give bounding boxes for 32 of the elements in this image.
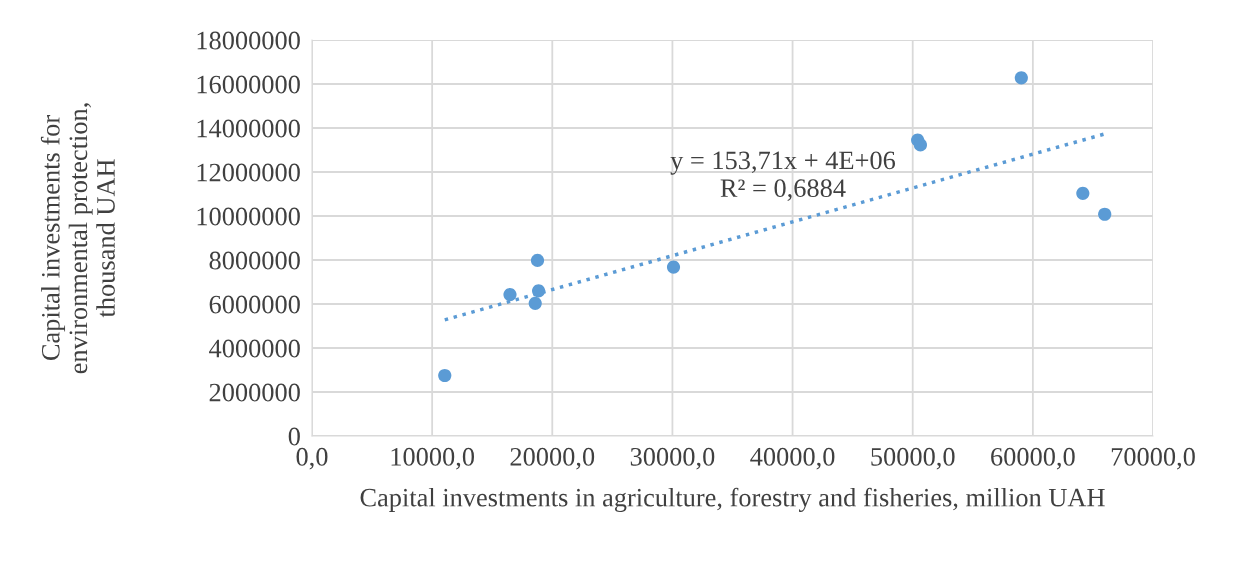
y-axis-title: Capital investments for environmental protection, thousand UAH <box>40 103 115 374</box>
x-tick-label: 10000,0 <box>391 447 475 470</box>
point <box>438 368 452 383</box>
x-tick-label: 70000,0 <box>1111 447 1195 470</box>
x-axis-title: Capital investments in agriculture, forestry and fisheries, million UAH <box>360 487 1105 512</box>
point <box>503 287 517 302</box>
x-tick-label: 20000,0 <box>510 447 595 470</box>
x-tick-label: 40000,0 <box>750 447 835 470</box>
point <box>1098 207 1112 221</box>
y-tick-label: 10000000 <box>197 207 300 226</box>
point <box>530 253 545 268</box>
x-tick-label: 60000,0 <box>991 447 1075 470</box>
y-tick-label: 4000000 <box>209 339 300 358</box>
y-tick-label: 14000000 <box>197 119 300 138</box>
point <box>1014 71 1028 85</box>
y-tick-label: 6000000 <box>209 295 300 314</box>
y-tick-label: 2000000 <box>209 383 300 402</box>
point <box>913 138 927 152</box>
point <box>528 296 542 310</box>
x-tick-label: 50000,0 <box>871 447 955 470</box>
x-tick-label: 0,0 <box>296 447 328 470</box>
x-tick-label: 30000,0 <box>630 447 715 470</box>
y-tick-label: 12000000 <box>197 163 300 182</box>
y-tick-label: 8000000 <box>209 251 300 270</box>
point <box>666 260 681 274</box>
y-tick-label: 18000000 <box>197 31 300 50</box>
annotation: R² = 0,6884 <box>720 179 846 201</box>
annotation: y = 153,71x + 4E+06 <box>670 151 896 175</box>
point <box>532 284 546 298</box>
y-tick-label: 16000000 <box>197 75 300 94</box>
y-tick-label: 0 <box>288 427 300 446</box>
point <box>1076 186 1090 200</box>
